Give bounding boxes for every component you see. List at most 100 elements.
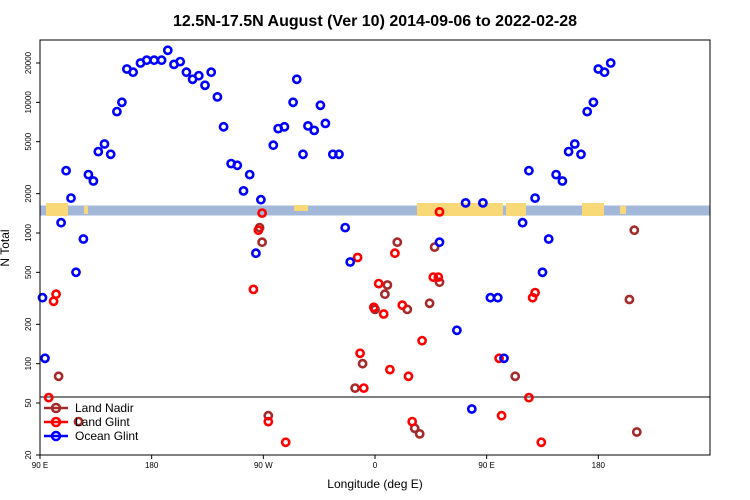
legend-item-land-nadir: Land Nadir [44,401,134,415]
ocean-glint-point [291,74,302,85]
data-points [37,45,642,448]
ocean-glint-point [569,139,580,149]
ocean-glint-point [298,149,308,160]
ocean-glint-point [175,56,186,67]
land-glint-point [280,437,291,448]
ocean-glint-point [543,234,554,244]
ocean-glint-point [466,404,477,414]
land-nadir-point [429,242,440,252]
ocean-glint-point [605,58,616,68]
land-glint-point [417,335,427,346]
land-glint-point [496,410,507,421]
land-glint-point [403,371,414,382]
ocean-glint-point [345,257,356,267]
ocean-glint-point [117,97,127,108]
land-glint-point [378,309,389,319]
land-nadir-point [624,294,635,305]
ocean-glint-point [309,125,320,136]
ocean-glint-point [315,100,326,111]
ocean-glint-point [83,169,94,180]
ocean-glint-point [250,248,261,259]
ocean-glint-point [88,176,99,186]
ocean-strip [40,205,710,216]
land-glint-point [407,416,418,427]
ocean-glint-point [206,67,217,78]
x-tick-label: 90 E [478,461,494,470]
land-glint-point [263,416,274,427]
legend-marker [50,430,62,442]
ocean-glint-point [499,353,509,364]
ocean-glint-point [162,45,173,56]
ocean-glint-point [112,106,122,117]
legend-item-ocean-glint: Ocean Glint [44,429,139,443]
ocean-glint-point [212,92,223,102]
land-strip-segment [620,206,626,214]
ocean-glint-point [128,67,138,78]
land-glint-point [434,206,445,217]
land-glint-point [433,272,444,282]
ocean-glint-point [434,237,445,248]
ocean-glint-point [268,140,279,151]
plot-frame [39,39,711,456]
ocean-glint-point [492,292,503,303]
x-tick-label: 90 W [254,461,273,470]
legend-label: Land Nadir [75,401,134,415]
x-tick-label: 0 [373,461,378,470]
ocean-glint-point [530,193,540,203]
x-axis-label: Longitude (deg E) [327,477,422,491]
land-strip-segment [582,203,604,216]
ocean-glint-point [66,193,76,203]
land-nadir-point [434,277,445,288]
x-tick-label: 180 [145,461,159,470]
ocean-glint-point [599,67,610,78]
ocean-glint-point [517,217,528,228]
ocean-glint-point [537,267,548,278]
land-glint-point [43,392,54,403]
x-tick-label: 180 [592,461,606,470]
ocean-glint-point [320,118,331,129]
ocean-glint-point [56,217,66,228]
land-glint-point [355,348,365,359]
land-nadir-point [350,383,360,393]
legend: Land Nadir Land Glint Ocean Glint [44,401,139,443]
land-nadir-point [629,225,640,236]
y-tick-label: 10000 [24,91,33,114]
y-axis-label: N Total [0,229,12,266]
surface-type-strip [40,203,710,216]
land-nadir-point [257,237,267,248]
ocean-glint-point [334,149,344,160]
y-tick-label: 50 [24,398,33,407]
land-glint-point [524,392,534,403]
legend-marker [50,416,62,428]
land-strip-segment [46,203,68,216]
series-land-nadir [53,222,642,439]
land-strip-segment [417,203,503,216]
legend-item-land-glint: Land Glint [44,415,130,429]
land-nadir-point [382,280,393,290]
ocean-glint-point [37,292,48,303]
ocean-glint-point [477,197,488,208]
ocean-glint-point [193,70,204,81]
ocean-glint-point [40,353,50,364]
ocean-glint-point [105,149,116,160]
land-glint-point [384,364,395,375]
ocean-glint-point [288,97,298,108]
ocean-glint-point [588,97,599,108]
ocean-glint-point [71,267,81,278]
ocean-glint-point [156,55,167,66]
x-tick-label: 90 E [32,461,48,470]
legend-marker [50,402,62,414]
ocean-glint-point [181,67,192,78]
ocean-glint-point [244,169,255,180]
land-glint-point [253,225,264,236]
land-glint-point [257,208,267,218]
land-nadir-point [73,416,84,427]
ocean-glint-point [563,146,574,157]
ocean-glint-point [551,169,561,180]
ocean-glint-point [200,80,210,91]
y-tick-label: 500 [24,265,33,279]
land-glint-point [358,383,369,393]
land-glint-point [389,248,400,259]
series-land-glint [43,206,547,448]
